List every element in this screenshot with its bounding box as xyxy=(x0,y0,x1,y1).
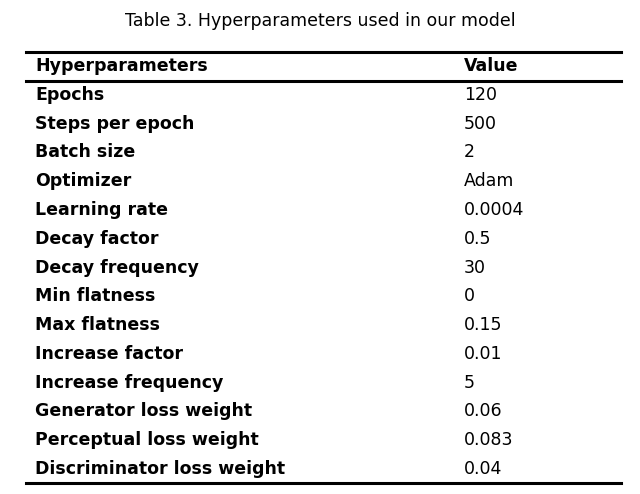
Text: 2: 2 xyxy=(464,143,475,162)
Text: Optimizer: Optimizer xyxy=(35,172,131,190)
Text: Adam: Adam xyxy=(464,172,514,190)
Text: Batch size: Batch size xyxy=(35,143,136,162)
Text: 0.5: 0.5 xyxy=(464,230,492,248)
Text: 30: 30 xyxy=(464,258,486,277)
Text: Learning rate: Learning rate xyxy=(35,201,168,219)
Text: Perceptual loss weight: Perceptual loss weight xyxy=(35,431,259,449)
Text: Steps per epoch: Steps per epoch xyxy=(35,115,195,133)
Text: 500: 500 xyxy=(464,115,497,133)
Text: 0.06: 0.06 xyxy=(464,402,502,420)
Text: 0.04: 0.04 xyxy=(464,460,502,478)
Text: 120: 120 xyxy=(464,86,497,104)
Text: Increase frequency: Increase frequency xyxy=(35,373,223,392)
Text: 0.0004: 0.0004 xyxy=(464,201,524,219)
Text: Min flatness: Min flatness xyxy=(35,287,156,305)
Text: Decay frequency: Decay frequency xyxy=(35,258,199,277)
Text: Decay factor: Decay factor xyxy=(35,230,159,248)
Text: Discriminator loss weight: Discriminator loss weight xyxy=(35,460,285,478)
Text: Generator loss weight: Generator loss weight xyxy=(35,402,252,420)
Text: 0.083: 0.083 xyxy=(464,431,513,449)
Text: Max flatness: Max flatness xyxy=(35,316,160,334)
Text: 5: 5 xyxy=(464,373,475,392)
Text: Epochs: Epochs xyxy=(35,86,104,104)
Text: Table 3. Hyperparameters used in our model: Table 3. Hyperparameters used in our mod… xyxy=(125,12,515,30)
Text: 0: 0 xyxy=(464,287,475,305)
Text: Increase factor: Increase factor xyxy=(35,345,183,363)
Text: Hyperparameters: Hyperparameters xyxy=(35,57,208,75)
Text: Value: Value xyxy=(464,57,518,75)
Text: 0.01: 0.01 xyxy=(464,345,502,363)
Text: 0.15: 0.15 xyxy=(464,316,502,334)
